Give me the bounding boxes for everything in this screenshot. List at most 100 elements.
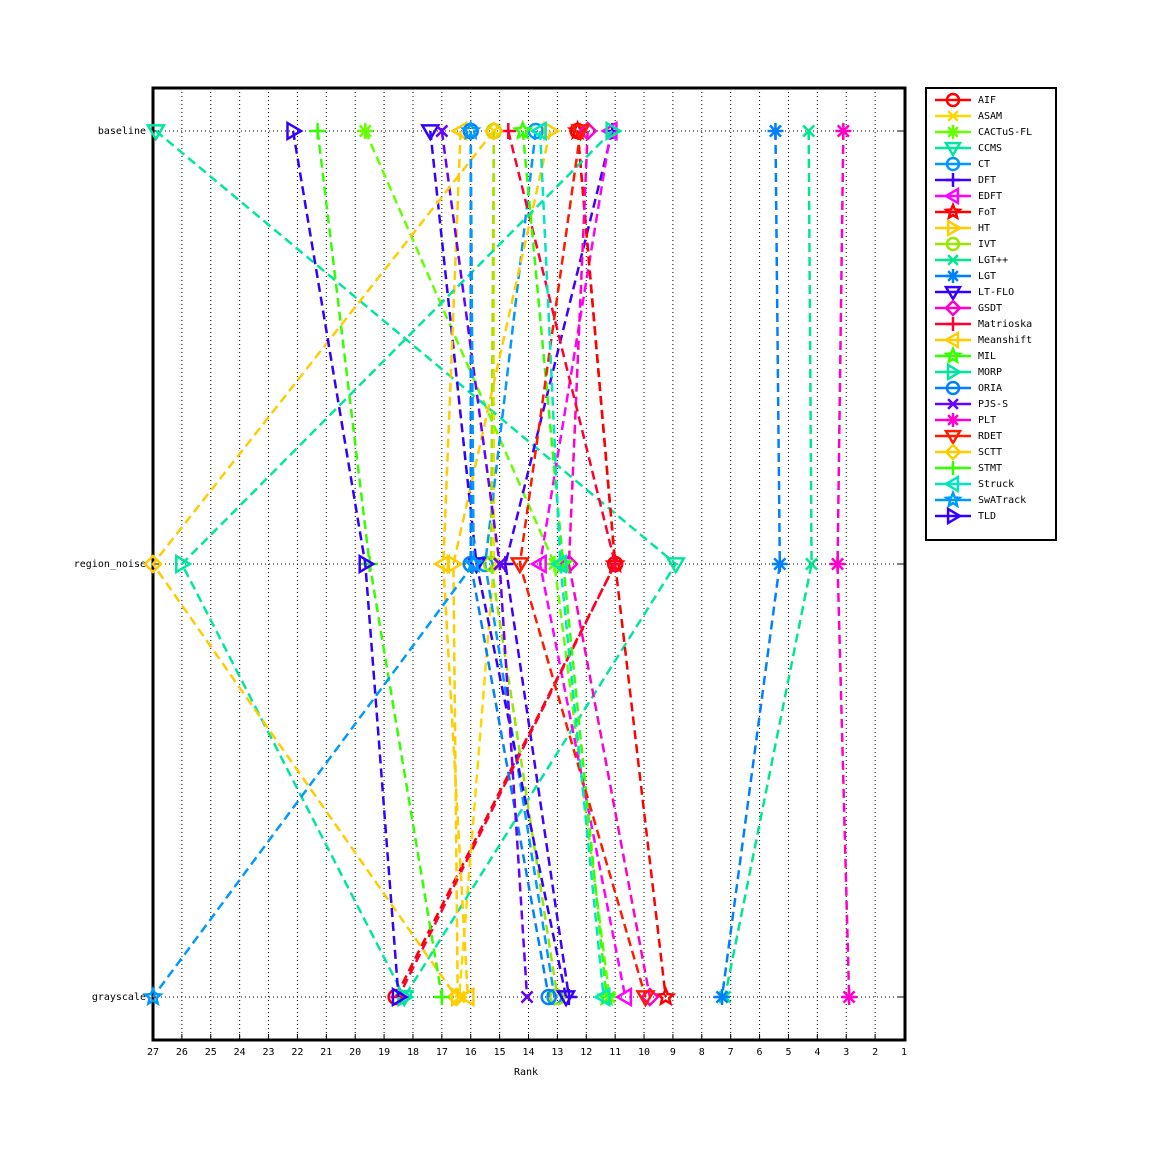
x-axis-label: Rank <box>514 1067 538 1078</box>
marker <box>946 362 963 382</box>
marker <box>529 120 547 142</box>
marker <box>767 123 784 139</box>
x-tick-label: 17 <box>436 1047 448 1058</box>
series <box>286 120 409 1008</box>
marker <box>635 990 656 1008</box>
x-tick-label: 8 <box>699 1047 705 1058</box>
x-tick-label: 26 <box>176 1047 188 1058</box>
marker <box>142 985 164 1007</box>
marker <box>829 556 846 572</box>
series <box>714 123 788 1005</box>
legend-label: AIF <box>978 95 996 106</box>
x-tick-label: 12 <box>580 1047 592 1058</box>
legend-label: ASAM <box>978 111 1002 122</box>
legend-label: EDFT <box>978 191 1002 202</box>
marker <box>446 987 467 1007</box>
legend-label: SCTT <box>978 447 1002 458</box>
marker <box>435 124 449 138</box>
y-tick-label: grayscale <box>92 992 146 1003</box>
marker <box>605 120 623 142</box>
marker <box>946 173 960 187</box>
x-tick-label: 19 <box>378 1047 390 1058</box>
marker <box>570 124 591 142</box>
series <box>829 123 858 1005</box>
marker <box>946 269 960 283</box>
legend-label: CCMS <box>978 143 1002 154</box>
marker <box>520 990 534 1004</box>
marker <box>947 110 959 122</box>
legend-label: CACTuS-FL <box>978 127 1032 138</box>
marker <box>771 556 788 572</box>
marker <box>484 121 504 141</box>
marker <box>607 556 624 572</box>
series-line <box>836 130 851 998</box>
y-tick-label: region_noise <box>74 559 146 570</box>
marker <box>943 330 960 350</box>
marker <box>143 554 163 574</box>
series-line <box>538 130 605 998</box>
marker <box>943 429 963 446</box>
series-line <box>538 130 627 998</box>
marker <box>420 124 441 142</box>
series <box>309 123 450 1005</box>
marker <box>391 986 409 1008</box>
marker <box>805 557 819 571</box>
marker <box>549 988 566 1006</box>
marker <box>943 345 963 365</box>
x-tick-label: 4 <box>814 1047 820 1058</box>
legend-label: LT-FLO <box>978 287 1014 298</box>
marker <box>714 989 731 1005</box>
x-tick-label: 11 <box>609 1047 621 1058</box>
marker <box>358 553 376 575</box>
x-tick-label: 24 <box>234 1047 246 1058</box>
series-line <box>155 130 678 998</box>
marker <box>665 557 686 575</box>
series <box>145 124 686 1008</box>
series-line <box>720 130 782 998</box>
marker <box>943 141 963 158</box>
x-tick-label: 27 <box>147 1047 159 1058</box>
series-line <box>397 130 617 998</box>
legend-label: SwATrack <box>978 495 1026 506</box>
legend-label: LGT <box>978 271 996 282</box>
marker <box>433 989 450 1005</box>
marker <box>462 552 485 574</box>
marker <box>549 553 568 575</box>
x-tick-label: 1 <box>901 1047 907 1058</box>
marker <box>540 988 557 1006</box>
series-line <box>567 130 652 998</box>
marker <box>946 218 963 238</box>
x-tick-label: 10 <box>638 1047 650 1058</box>
series-line <box>151 130 475 998</box>
marker <box>946 317 960 331</box>
marker <box>943 285 963 302</box>
x-tick-label: 20 <box>349 1047 361 1058</box>
legend-label: Struck <box>978 479 1014 490</box>
marker <box>309 123 326 139</box>
series-line <box>151 130 495 998</box>
x-tick-label: 22 <box>291 1047 303 1058</box>
x-tick-label: 2 <box>872 1047 878 1058</box>
series-line <box>364 130 611 998</box>
marker <box>947 398 959 410</box>
series-line <box>489 130 559 998</box>
x-tick-label: 14 <box>522 1047 534 1058</box>
x-tick-label: 3 <box>843 1047 849 1058</box>
marker <box>835 123 852 139</box>
x-tick-label: 25 <box>205 1047 217 1058</box>
series <box>529 120 611 1008</box>
marker <box>460 119 482 141</box>
x-tick-label: 18 <box>407 1047 419 1058</box>
series-line <box>518 130 647 998</box>
marker <box>512 119 534 141</box>
x-tick-label: 9 <box>670 1047 676 1058</box>
marker <box>593 986 611 1008</box>
x-tick-label: 23 <box>263 1047 275 1058</box>
legend-label: FoT <box>978 207 996 218</box>
marker <box>945 156 961 172</box>
marker <box>841 989 858 1005</box>
series <box>512 119 618 1007</box>
marker <box>614 986 633 1008</box>
marker <box>943 489 963 509</box>
